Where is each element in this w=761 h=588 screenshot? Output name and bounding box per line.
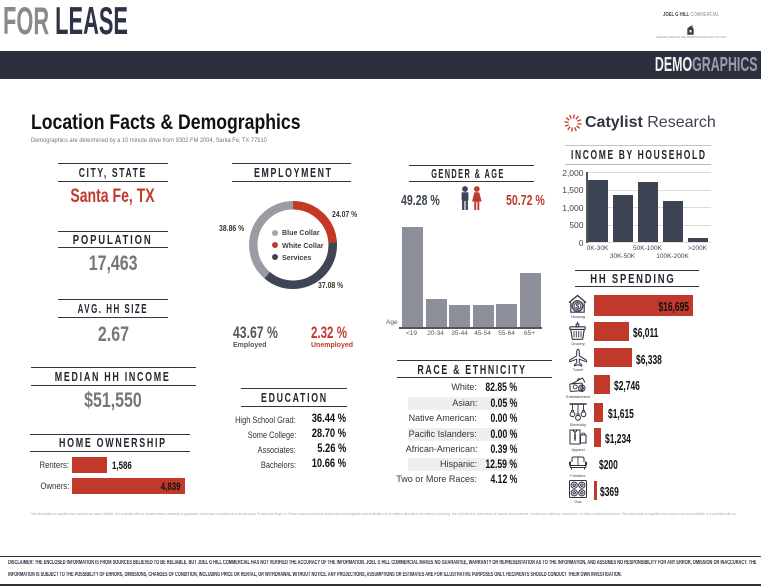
- svg-text:$: $: [576, 304, 580, 311]
